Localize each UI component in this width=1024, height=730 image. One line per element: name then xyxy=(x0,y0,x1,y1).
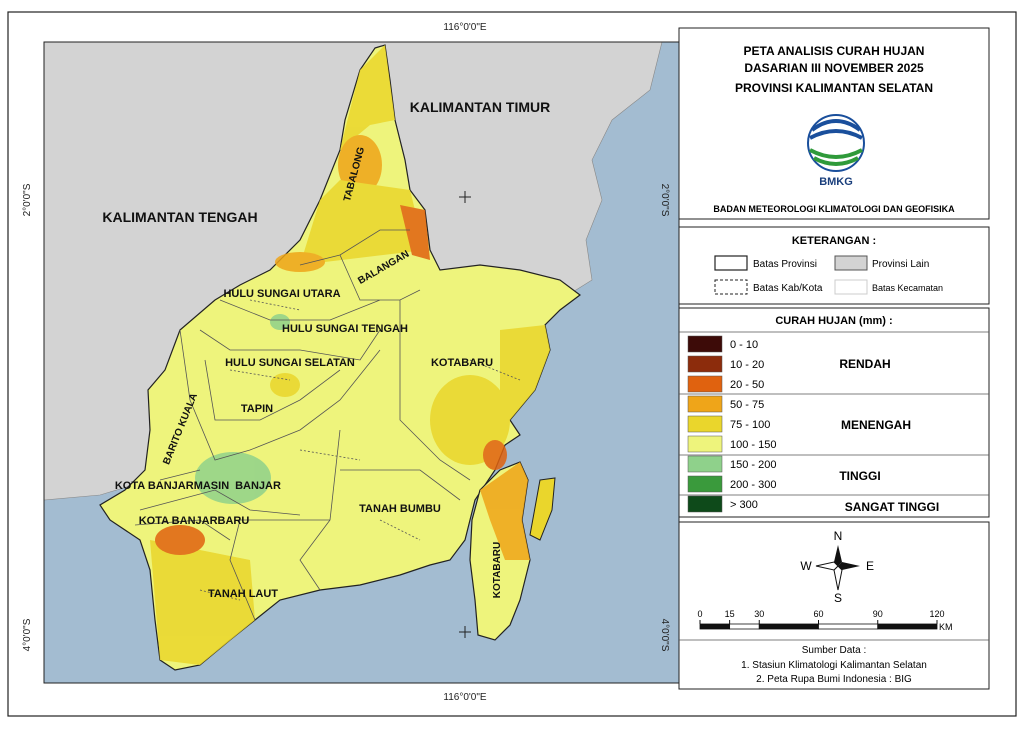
legend-group: TINGGI xyxy=(839,469,880,483)
compass: N S E W xyxy=(800,529,874,605)
region-label: TAPIN xyxy=(241,403,273,415)
coord-label: 4°0'0"S xyxy=(659,619,670,652)
scale-unit: KM xyxy=(939,622,953,632)
legend-swatch xyxy=(687,375,723,393)
legend-group: RENDAH xyxy=(839,357,890,371)
scale-label: 120 xyxy=(929,609,944,619)
title: PROVINSI KALIMANTAN SELATAN xyxy=(735,81,933,95)
keterangan-item: Batas Kecamatan xyxy=(872,283,943,293)
rain-zones xyxy=(150,45,550,665)
region-label: KALIMANTAN TIMUR xyxy=(410,99,551,115)
keterangan-item: Batas Provinsi xyxy=(753,259,817,270)
region-label: KALIMANTAN TENGAH xyxy=(102,209,257,225)
title: PETA ANALISIS CURAH HUJAN xyxy=(744,44,925,58)
region-label: HULU SUNGAI UTARA xyxy=(223,288,340,300)
legend-swatch xyxy=(687,455,723,473)
scale-segment xyxy=(699,623,731,630)
region-label: KOTABARU xyxy=(431,357,493,369)
keterangan-item: Batas Kab/Kota xyxy=(753,283,823,294)
legend-label: 100 - 150 xyxy=(730,439,776,451)
scale-label: 30 xyxy=(754,609,764,619)
scale-segment xyxy=(729,623,760,630)
logo-text: BMKG xyxy=(819,176,853,188)
compass-label: N xyxy=(834,529,843,543)
rain-legend: CURAH HUJAN (mm) : RENDAH MENENGAH TINGG… xyxy=(678,307,990,518)
map: 116°0'0"E 116°0'0"E 2°0'0"S 2°0'0"S 4°0'… xyxy=(22,22,680,703)
legend-label: 20 - 50 xyxy=(730,379,764,391)
legend-label: 150 - 200 xyxy=(730,459,776,471)
region-label: KOTA BANJARBARU xyxy=(139,515,250,527)
compass-label: W xyxy=(800,559,812,573)
legend-label: 10 - 20 xyxy=(730,359,764,371)
scale-segment xyxy=(818,623,879,630)
region-label: KOTA BANJARMASIN xyxy=(115,480,229,492)
province xyxy=(99,44,581,671)
legend-label: 50 - 75 xyxy=(730,399,764,411)
legend-swatch xyxy=(687,435,723,453)
compass-label: E xyxy=(866,559,874,573)
legend-separator xyxy=(679,331,989,496)
legend-title: CURAH HUJAN (mm) : xyxy=(775,315,892,327)
panel xyxy=(678,307,990,518)
legend-swatch xyxy=(687,335,723,353)
info-panel: N S E W Sumber Data : 1. Stasiun Klimato… xyxy=(678,521,990,690)
keterangan-item: Provinsi Lain xyxy=(872,259,929,270)
legend-group: MENENGAH xyxy=(841,418,911,432)
logo: BMKG xyxy=(807,114,865,188)
coord-label: 116°0'0"E xyxy=(443,22,487,33)
island xyxy=(529,477,556,541)
region-label: HULU SUNGAI TENGAH xyxy=(282,323,408,335)
panel xyxy=(678,521,990,690)
header-panel: PETA ANALISIS CURAH HUJAN DASARIAN III N… xyxy=(678,27,990,220)
legend-swatch xyxy=(687,395,723,413)
district-borders xyxy=(134,229,521,621)
coord-label: 4°0'0"S xyxy=(22,618,33,651)
legend-label: 200 - 300 xyxy=(730,479,776,491)
keterangan-panel: KETERANGAN : Batas Provinsi Provinsi Lai… xyxy=(678,226,990,305)
region-label: HULU SUNGAI SELATAN xyxy=(225,357,355,369)
legend-swatch xyxy=(687,415,723,433)
coord-label: 2°0'0"S xyxy=(659,184,670,217)
agency: BADAN METEOROLOGI KLIMATOLOGI DAN GEOFIS… xyxy=(713,204,955,214)
legend-label: 75 - 100 xyxy=(730,419,770,431)
keterangan-title: KETERANGAN : xyxy=(792,235,876,247)
scale-label: 15 xyxy=(725,609,735,619)
graticule-cross xyxy=(459,191,471,638)
compass-label: S xyxy=(834,591,842,605)
scale-segment xyxy=(758,623,819,630)
region-label: TANAH LAUT xyxy=(208,588,278,600)
coord-label: 2°0'0"S xyxy=(22,183,33,216)
legend-swatch xyxy=(687,495,723,513)
scale-label: 60 xyxy=(813,609,823,619)
scale-label: 0 xyxy=(697,609,702,619)
scale-label: 90 xyxy=(873,609,883,619)
scale-segment xyxy=(877,623,938,630)
title: DASARIAN III NOVEMBER 2025 xyxy=(744,61,924,75)
region-label: KOTABARU xyxy=(492,542,503,598)
region-label: BANJAR xyxy=(235,480,281,492)
legend-swatch xyxy=(687,355,723,373)
legend-group: SANGAT TINGGI xyxy=(845,500,939,514)
legend-label: > 300 xyxy=(730,499,758,511)
source-title: Sumber Data : xyxy=(802,645,866,656)
legend-label: 0 - 10 xyxy=(730,339,758,351)
source-line: 2. Peta Rupa Bumi Indonesia : BIG xyxy=(756,674,912,685)
source-line: 1. Stasiun Klimatologi Kalimantan Selata… xyxy=(741,660,927,671)
legend-swatch xyxy=(687,475,723,493)
region-label: TANAH BUMBU xyxy=(359,503,441,515)
coord-label: 116°0'0"E xyxy=(443,692,487,703)
